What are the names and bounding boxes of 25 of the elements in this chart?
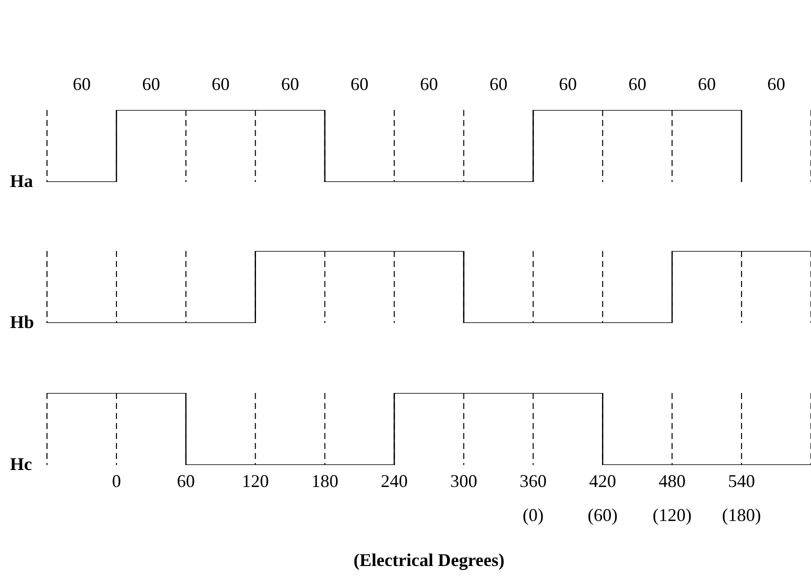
text: 60 xyxy=(212,74,230,94)
text: 60 xyxy=(420,74,438,94)
y-axis-title: Hb xyxy=(10,311,34,333)
x-tick-label: 480 (120) xyxy=(652,471,692,525)
text: 60 xyxy=(767,74,786,94)
x-tick-label: 120 xyxy=(242,471,269,491)
x-axis-title: (Electrical Degrees) xyxy=(353,550,505,570)
x-tick-label: 300 xyxy=(450,471,478,491)
text: 60 xyxy=(281,74,300,94)
text: 60 xyxy=(558,74,577,94)
text: 60 xyxy=(142,74,160,94)
y-axis-title: Hc xyxy=(10,453,32,475)
x-tick-label: 0 xyxy=(112,471,121,491)
text: 60 xyxy=(698,74,716,94)
x-tick-label: 420 (60) xyxy=(588,471,618,525)
x-tick-label: 360 (0) xyxy=(520,471,547,525)
x-tick-label: 180 xyxy=(311,471,338,491)
text: 60 xyxy=(489,74,508,94)
text: 60 xyxy=(350,74,369,94)
y-axis-title: Ha xyxy=(10,170,34,192)
x-tick-label: 240 xyxy=(380,471,408,491)
x-tick-label: 540 (180) xyxy=(722,471,762,525)
text: 60 xyxy=(72,74,91,94)
x-tick-label: 60 xyxy=(176,471,195,491)
text: 60 xyxy=(628,74,646,94)
